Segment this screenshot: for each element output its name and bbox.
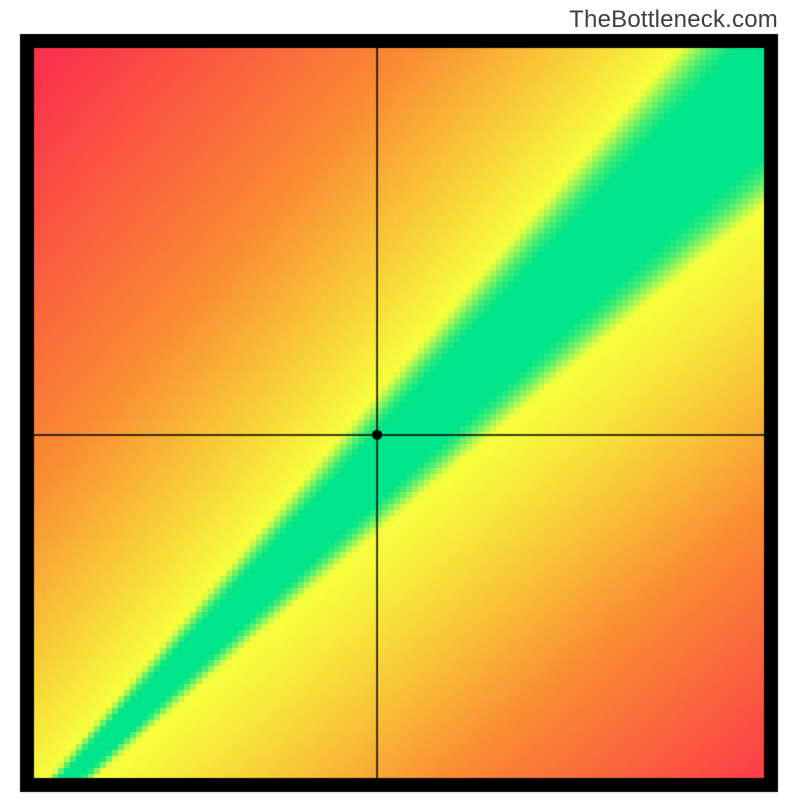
watermark-text: TheBottleneck.com xyxy=(569,6,778,34)
heatmap-canvas xyxy=(0,0,800,800)
chart-container: TheBottleneck.com xyxy=(0,0,800,800)
